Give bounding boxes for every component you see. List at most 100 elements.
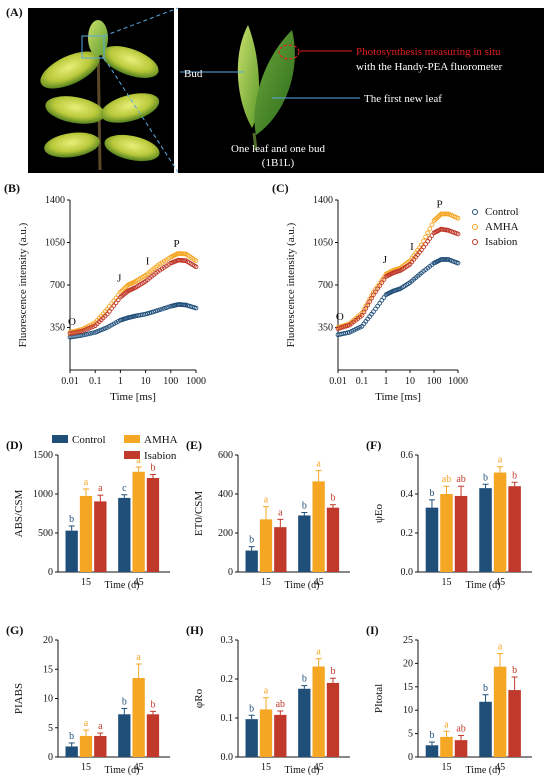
data-point (109, 306, 114, 311)
significance-letter: b (69, 731, 74, 742)
data-point (88, 325, 94, 330)
y-tick-label: 1500 (33, 450, 53, 461)
data-point (107, 308, 112, 314)
y-tick-label: 20 (403, 658, 413, 669)
x-axis-label: Time (d) (105, 765, 140, 776)
bar (245, 719, 258, 757)
significance-letter: c (122, 483, 127, 494)
bar (94, 501, 107, 572)
y-tick-label: 700 (318, 280, 333, 291)
data-point (115, 297, 121, 303)
bar (508, 690, 521, 757)
x-axis-label: Time (d) (285, 765, 320, 776)
bar (146, 478, 160, 572)
bar (259, 519, 273, 572)
significance-letter: b (429, 730, 434, 741)
y-tick-label: 0 (48, 752, 53, 763)
bar (326, 507, 340, 572)
x-tick-label: 1000 (186, 376, 206, 387)
panel-label: (E) (186, 438, 202, 452)
plant-top-bud (88, 20, 108, 56)
data-point (373, 286, 378, 292)
bar (274, 527, 287, 572)
data-point (81, 327, 87, 333)
instrument-label: with the Handy-PEA fluorometer (356, 61, 503, 73)
plant-photo (28, 8, 174, 173)
bud-shape (237, 25, 260, 128)
significance-letter: b (122, 696, 127, 707)
y-tick-label: 15 (403, 682, 413, 693)
legend-label-amha: AMHA (485, 221, 519, 233)
x-axis-label: Time (d) (466, 765, 501, 776)
bar (312, 481, 325, 572)
bar (94, 735, 107, 757)
data-point (147, 310, 152, 316)
bar (479, 488, 492, 572)
y-tick-label: 600 (218, 450, 233, 461)
significance-letter: b (330, 666, 335, 677)
significance-letter: b (150, 699, 155, 710)
plant-leaf (101, 46, 159, 78)
y-tick-label: 200 (218, 528, 233, 539)
bar (65, 746, 78, 757)
data-point (371, 292, 376, 298)
significance-letter: b (512, 470, 517, 481)
data-point (429, 222, 435, 228)
phase-label-p: P (174, 238, 180, 250)
data-point (375, 286, 380, 291)
x-axis-label: Time [ms] (110, 391, 156, 403)
data-point (455, 231, 461, 237)
significance-letter: a (136, 652, 141, 663)
bar (508, 486, 521, 572)
data-point (381, 277, 387, 282)
x-tick-label: 15 (261, 762, 271, 773)
bar (245, 550, 258, 572)
bar (312, 666, 325, 757)
bar (259, 709, 273, 757)
panel-label-a: (A) (6, 5, 23, 19)
plant-leaf (45, 96, 105, 124)
legend-label-isabion: Isabion (485, 236, 518, 248)
panel-label: (D) (6, 438, 23, 452)
panel-label: (C) (272, 181, 289, 195)
phase-label-o: O (68, 316, 76, 328)
significance-letter: a (98, 721, 103, 732)
plant-leaf (44, 132, 100, 158)
data-point (149, 309, 154, 315)
phase-label-i: I (410, 241, 414, 253)
x-tick-label: 0.01 (61, 376, 79, 387)
leaf-stem (252, 132, 258, 151)
plant-leaf (100, 93, 160, 123)
y-tick-label: 0 (228, 567, 233, 578)
x-tick-label: 45 (314, 762, 324, 773)
y-tick-label: 1400 (313, 195, 333, 206)
significance-letter: b (302, 501, 307, 512)
panel-label: (B) (4, 181, 20, 195)
significance-letter: b (150, 463, 155, 474)
data-point (369, 295, 374, 301)
phase-label-p: P (436, 198, 442, 210)
y-tick-label: 0.0 (221, 752, 234, 763)
significance-letter: a (498, 455, 503, 466)
legend-marker-control (472, 209, 478, 215)
bar (326, 682, 340, 757)
significance-letter: b (512, 665, 517, 676)
y-tick-label: 10 (403, 705, 413, 716)
bud-label: Bud (184, 68, 203, 80)
data-point (81, 332, 87, 338)
significance-letter: a (264, 686, 269, 697)
y-axis-label: PItotal (373, 684, 385, 713)
data-point (159, 306, 165, 312)
bar (146, 714, 160, 757)
data-point (423, 234, 428, 240)
data-point (111, 303, 117, 308)
closeup-bg (178, 8, 544, 173)
x-tick-label: 0.1 (356, 376, 369, 387)
y-tick-label: 400 (218, 489, 233, 500)
y-tick-label: 1000 (33, 489, 53, 500)
bar (493, 472, 507, 572)
legend-label-control: Control (72, 434, 106, 446)
y-tick-label: 350 (50, 323, 65, 334)
significance-letter: a (316, 647, 321, 658)
